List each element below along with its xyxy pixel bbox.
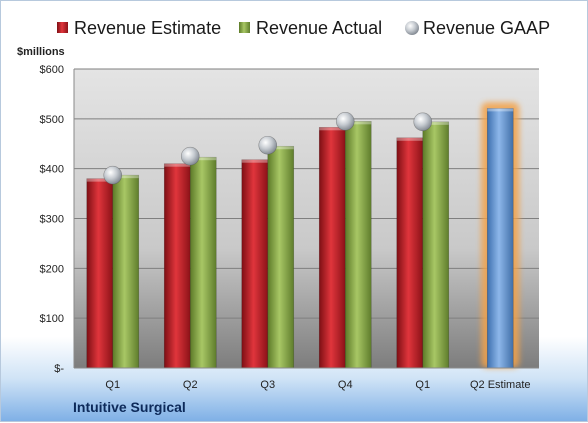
estimate-bar	[241, 159, 269, 369]
y-tick-label: $600	[40, 64, 64, 76]
estimate-bar	[86, 178, 114, 369]
legend-label: Revenue Actual	[256, 18, 382, 38]
legend-swatch	[57, 22, 68, 33]
estimate-bar-cap	[86, 178, 113, 182]
actual-bar	[422, 121, 450, 369]
actual-bar-cap	[422, 121, 449, 125]
y-tick-label: $100	[40, 313, 64, 325]
x-tick-label: Q2	[183, 379, 198, 391]
legend-label: Revenue Estimate	[74, 18, 221, 38]
estimate-bar-cap	[241, 159, 268, 163]
x-tick-label: Q2 Estimate	[470, 379, 531, 391]
legend-swatch	[239, 22, 250, 33]
estimate-bar-cap	[164, 163, 191, 167]
x-tick-label: Q1	[415, 379, 430, 391]
y-tick-label: $300	[40, 214, 64, 226]
y-tick-label: $-	[54, 363, 64, 375]
estimate-highlight-bar	[486, 108, 514, 369]
actual-bar-cap	[267, 146, 294, 150]
actual-bar-cap	[345, 121, 372, 125]
actual-bar-cap	[112, 175, 139, 179]
legend-label: Revenue GAAP	[423, 18, 550, 38]
gaap-marker	[413, 112, 433, 132]
estimate-bar-cap	[319, 127, 346, 131]
company-label: Intuitive Surgical	[73, 399, 186, 415]
gaap-marker	[103, 165, 123, 185]
x-tick-label: Q4	[338, 379, 353, 391]
axes: $- $100 $200 $300 $400 $500 $600 Q1 Q2 Q3 Q4 Q1 Q2 E…	[40, 64, 539, 391]
x-tick-label: Q1	[105, 379, 120, 391]
y-unit-label: $millions	[17, 46, 65, 58]
actual-bar	[189, 156, 217, 369]
actual-bar	[112, 174, 140, 369]
x-tick-label: Q3	[260, 379, 275, 391]
estimate-bar	[318, 127, 346, 369]
markers	[103, 112, 433, 185]
legend: Revenue Estimate Revenue Actual Revenue GA…	[57, 18, 550, 38]
estimate-highlight-bar-cap	[487, 108, 514, 112]
actual-bar	[267, 145, 295, 369]
actual-bar	[344, 121, 372, 369]
gaap-marker	[180, 146, 200, 166]
gaap-marker	[335, 112, 355, 131]
estimate-bar-cap	[396, 137, 423, 141]
gaap-marker	[258, 135, 278, 155]
y-tick-label: $200	[40, 263, 64, 275]
legend-swatch	[405, 21, 419, 35]
bars	[86, 102, 520, 369]
estimate-bar	[163, 163, 191, 369]
y-tick-label: $500	[40, 114, 64, 126]
actual-bar-cap	[190, 157, 217, 161]
estimate-bar	[396, 137, 424, 369]
y-tick-label: $400	[40, 164, 64, 176]
